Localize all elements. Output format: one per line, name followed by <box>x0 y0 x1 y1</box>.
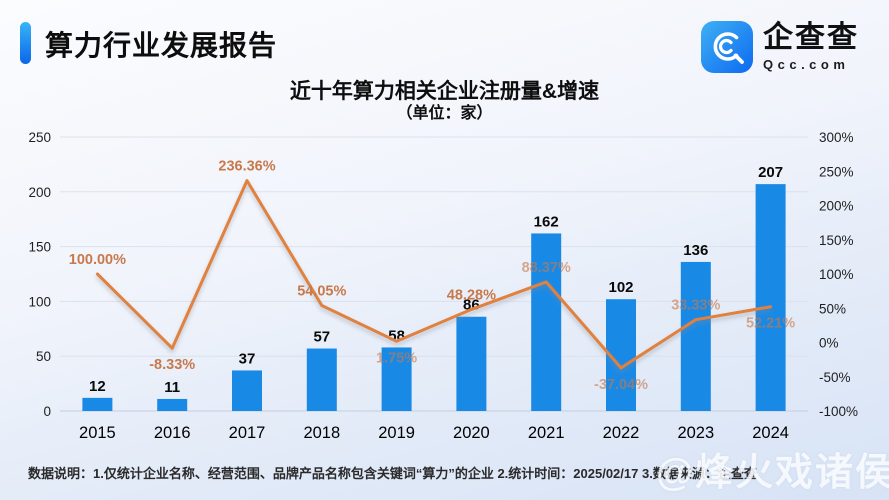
growth-label: 236.36% <box>218 159 275 175</box>
chart-title: 近十年算力相关企业注册量&增速 <box>289 80 600 103</box>
bar-value-label: 162 <box>534 213 559 230</box>
right-axis-tick: 0% <box>819 336 839 351</box>
bar-2021 <box>531 233 562 411</box>
x-axis-label: 2020 <box>453 424 490 442</box>
growth-label: 54.05% <box>297 283 346 299</box>
left-axis-tick: 100 <box>28 294 51 309</box>
bar-2017 <box>232 370 262 411</box>
x-axis-label: 2016 <box>154 424 191 442</box>
left-axis-tick: 250 <box>28 130 51 145</box>
bar-2020 <box>456 316 487 411</box>
left-axis-tick: 0 <box>43 404 51 419</box>
x-axis-label: 2024 <box>752 424 789 442</box>
bar-value-label: 102 <box>608 279 633 296</box>
right-axis-tick: 250% <box>819 164 854 179</box>
logo-name: 企查查 <box>763 20 859 54</box>
report-title: 算力行业发展报告 <box>45 30 278 61</box>
growth-label: 100.00% <box>69 252 126 268</box>
x-axis-label: 2023 <box>677 424 714 442</box>
x-axis-label: 2022 <box>603 424 640 442</box>
bar-2015 <box>82 397 113 411</box>
right-axis-tick: -50% <box>819 370 851 385</box>
chart-subtitle: （单位：家） <box>396 105 493 122</box>
right-axis-tick: 50% <box>819 301 846 316</box>
growth-line <box>95 179 773 370</box>
right-axis-tick: 150% <box>819 233 854 248</box>
bar-value-label: 136 <box>683 242 708 259</box>
growth-label: 52.21% <box>746 316 795 332</box>
right-axis-tick: 100% <box>819 267 854 282</box>
growth-label: 88.37% <box>522 260 571 276</box>
x-axis-label: 2018 <box>303 424 340 442</box>
bar-value-label: 57 <box>313 329 330 346</box>
x-axis-label: 2017 <box>229 424 266 442</box>
data-source-note: 数据说明：1.仅统计企业名称、经营范围、品牌产品名称包含关键词“算力”的企业 2… <box>28 466 757 481</box>
x-axis-label: 2015 <box>79 424 116 442</box>
growth-label: -8.33% <box>149 357 195 373</box>
growth-label: 1.75% <box>376 350 417 366</box>
growth-label: 48.28% <box>447 287 496 303</box>
bar-2019 <box>381 347 412 411</box>
bar-2023 <box>680 261 711 411</box>
qcc-logo-text: 企查查 Qcc.com <box>763 20 859 72</box>
left-axis-tick: 150 <box>28 240 51 255</box>
right-axis-tick: 200% <box>819 199 854 214</box>
title-accent-bar <box>20 22 31 64</box>
bar-value-label: 12 <box>89 378 106 395</box>
growth-label: 33.33% <box>671 298 720 314</box>
bar-2018 <box>306 348 337 411</box>
bar-2024 <box>755 184 786 411</box>
bar-value-label: 207 <box>758 164 783 181</box>
qcc-logo: 企查查 Qcc.com <box>700 20 859 74</box>
x-axis-label: 2019 <box>378 424 415 442</box>
bar-value-label: 11 <box>164 379 180 396</box>
logo-domain: Qcc.com <box>763 56 850 72</box>
qcc-magnifier-icon <box>700 20 754 74</box>
bar-value-label: 37 <box>239 350 256 367</box>
left-axis-tick: 200 <box>28 185 51 200</box>
author-watermark: @烽火戏诸侯 <box>655 452 889 494</box>
right-axis-tick: 300% <box>819 130 854 145</box>
growth-label: -37.04% <box>594 377 648 393</box>
right-axis-tick: -100% <box>819 404 858 419</box>
left-axis-tick: 50 <box>36 349 51 364</box>
bar-2016 <box>157 398 188 411</box>
x-axis-label: 2021 <box>528 424 565 442</box>
